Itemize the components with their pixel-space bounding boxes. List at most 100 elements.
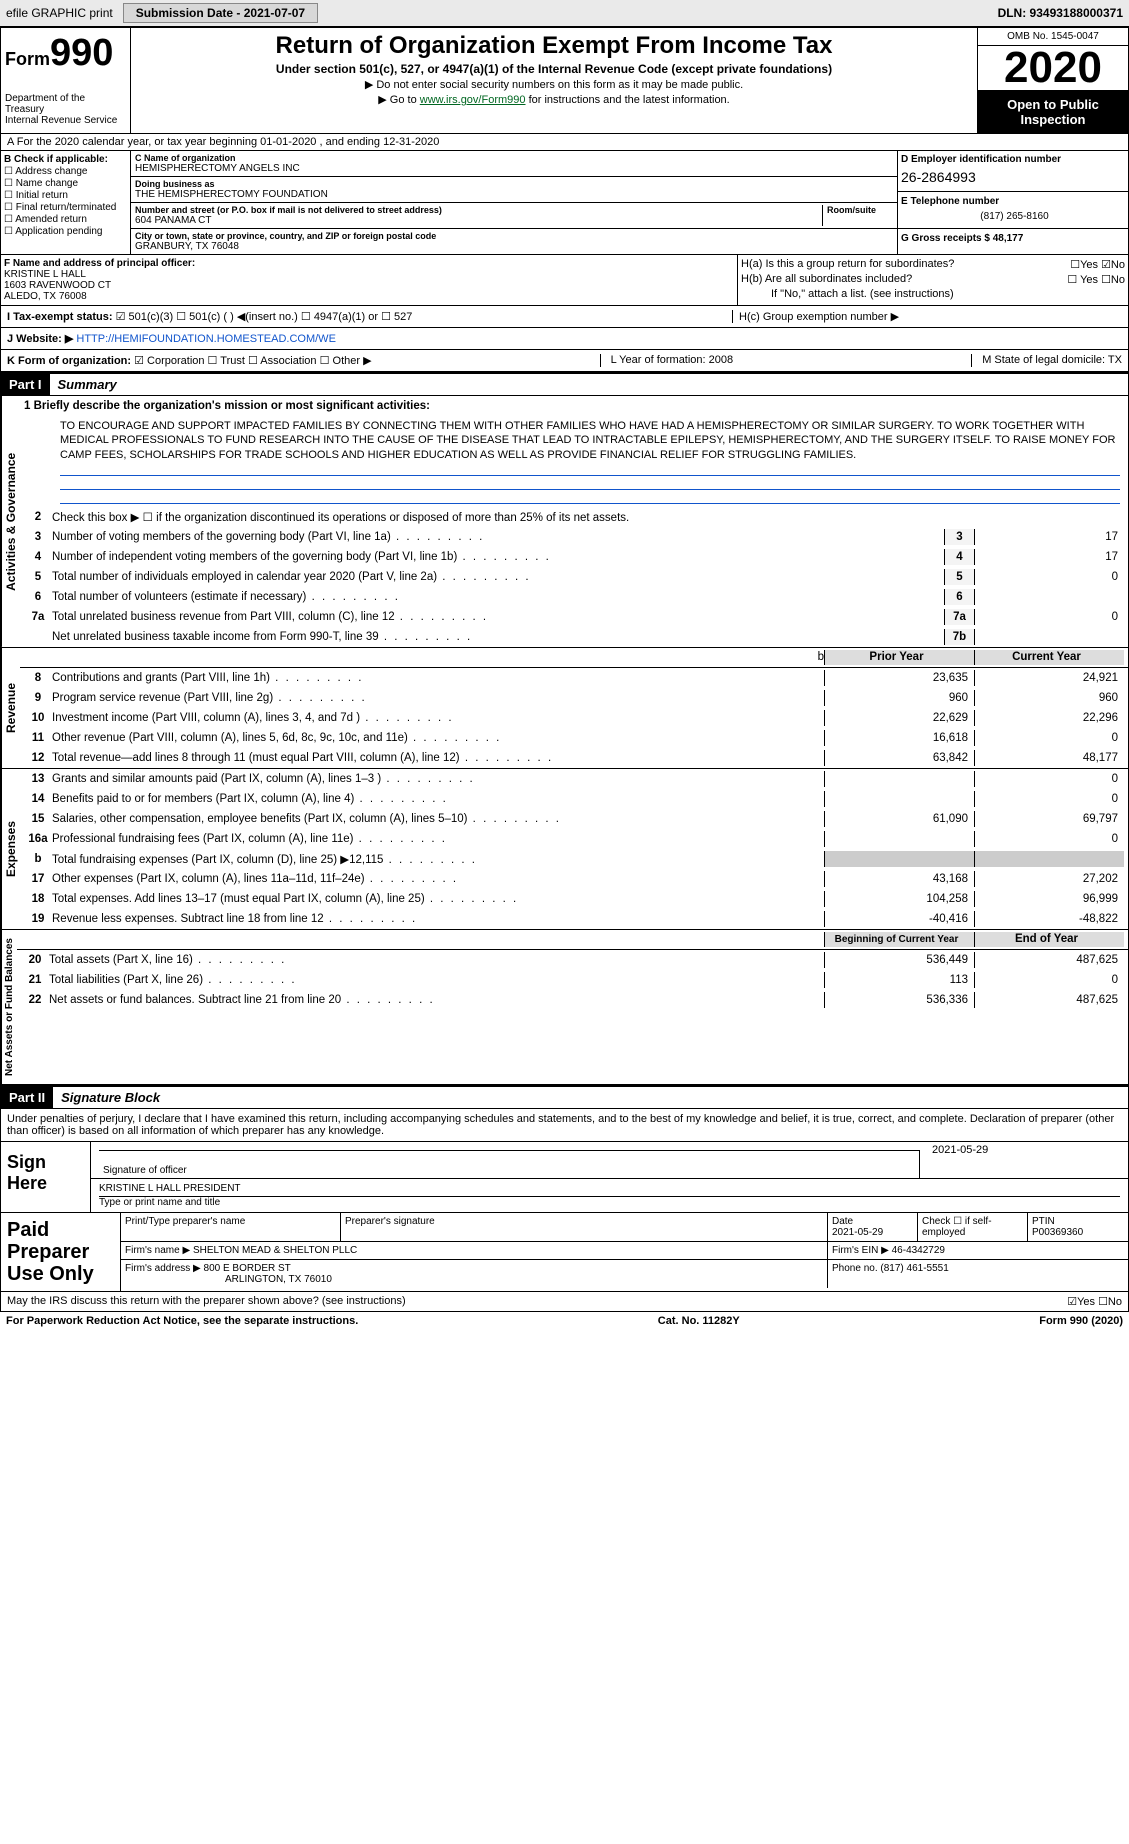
expenses-section: Expenses 13Grants and similar amounts pa…	[0, 768, 1129, 929]
hb-label: H(b) Are all subordinates included?	[741, 273, 912, 286]
header-right: OMB No. 1545-0047 2020 Open to Public In…	[978, 28, 1128, 133]
ein-value: 26-2864993	[901, 169, 1125, 185]
side-activities: Activities & Governance	[1, 396, 20, 647]
header-left: Form990 Department of the Treasury Inter…	[1, 28, 131, 133]
f-label: F Name and address of principal officer:	[4, 258, 734, 269]
prep-name-label: Print/Type preparer's name	[121, 1213, 341, 1241]
ein-label: D Employer identification number	[901, 154, 1125, 165]
gov-line: 4Number of independent voting members of…	[20, 547, 1128, 567]
open-public-badge: Open to Public Inspection	[978, 91, 1128, 133]
net-line: 21Total liabilities (Part X, line 26)113…	[17, 970, 1128, 990]
website-link[interactable]: HTTP://HEMIFOUNDATION.HOMESTEAD.COM/WE	[76, 333, 336, 345]
city-value: GRANBURY, TX 76048	[135, 241, 893, 252]
chk-final[interactable]: ☐ Final return/terminated	[4, 202, 127, 213]
k-options[interactable]: ☑ Corporation ☐ Trust ☐ Association ☐ Ot…	[134, 355, 371, 367]
hdr-beg: Beginning of Current Year	[824, 932, 974, 947]
declaration-text: Under penalties of perjury, I declare th…	[0, 1109, 1129, 1141]
form-header: Form990 Department of the Treasury Inter…	[0, 27, 1129, 134]
sign-here-label: Sign Here	[1, 1142, 91, 1212]
part-ii-title: Signature Block	[53, 1087, 168, 1108]
gov-line: 3Number of voting members of the governi…	[20, 527, 1128, 547]
prep-date: 2021-05-29	[832, 1227, 883, 1238]
gov-line: 7aTotal unrelated business revenue from …	[20, 607, 1128, 627]
rev-line: 10Investment income (Part VIII, column (…	[20, 708, 1128, 728]
rev-line: 9Program service revenue (Part VIII, lin…	[20, 688, 1128, 708]
form-subtitle: Under section 501(c), 527, or 4947(a)(1)…	[139, 62, 969, 76]
dba-value: THE HEMISPHERECTOMY FOUNDATION	[135, 189, 893, 200]
dba-label: Doing business as	[135, 179, 893, 189]
sig-date: 2021-05-29	[928, 1142, 1128, 1178]
form-word: Form	[5, 49, 50, 69]
revenue-section: Revenue b Prior Year Current Year 8Contr…	[0, 647, 1129, 768]
discuss-row: May the IRS discuss this return with the…	[0, 1292, 1129, 1312]
phone-value: (817) 265-8160	[901, 211, 1128, 222]
chk-amended[interactable]: ☐ Amended return	[4, 214, 127, 225]
net-assets-section: Net Assets or Fund Balances Beginning of…	[0, 929, 1129, 1085]
chk-pending[interactable]: ☐ Application pending	[4, 226, 127, 237]
ptin-label: PTIN	[1032, 1216, 1055, 1227]
c-name-label: C Name of organization	[135, 153, 893, 163]
chk-initial[interactable]: ☐ Initial return	[4, 190, 127, 201]
dept-label: Department of the Treasury	[5, 93, 126, 115]
prep-self[interactable]: Check ☐ if self-employed	[918, 1213, 1028, 1241]
discuss-label: May the IRS discuss this return with the…	[7, 1295, 406, 1308]
room-label: Room/suite	[823, 205, 893, 226]
section-bcd: B Check if applicable: ☐ Address change …	[0, 151, 1129, 254]
b-header: B Check if applicable:	[4, 154, 127, 165]
col-c-org: C Name of organization HEMISPHERECTOMY A…	[131, 151, 898, 254]
ptin-value: P00369360	[1032, 1227, 1083, 1238]
l-year: L Year of formation: 2008	[600, 354, 744, 367]
line1-label: 1 Briefly describe the organization's mi…	[20, 396, 1128, 416]
section-fh: F Name and address of principal officer:…	[0, 254, 1129, 306]
submission-date-button[interactable]: Submission Date - 2021-07-07	[123, 3, 318, 23]
row-i-status: I Tax-exempt status: ☑ 501(c)(3) ☐ 501(c…	[0, 306, 1129, 328]
part-i-num: Part I	[1, 374, 50, 395]
chk-address[interactable]: ☐ Address change	[4, 166, 127, 177]
tax-year: 2020	[978, 46, 1128, 91]
top-toolbar: efile GRAPHIC print Submission Date - 20…	[0, 0, 1129, 27]
firm-addr-label: Firm's address ▶	[125, 1263, 201, 1274]
hb-value[interactable]: ☐ Yes ☐No	[1067, 273, 1125, 286]
i-prefix: I Tax-exempt status:	[7, 311, 113, 323]
ha-value[interactable]: ☐Yes ☑No	[1070, 258, 1125, 271]
form-number: 990	[50, 32, 113, 74]
efile-label: efile GRAPHIC print	[6, 6, 113, 20]
col-h-group: H(a) Is this a group return for subordin…	[738, 255, 1128, 305]
firm-phone-label: Phone no.	[832, 1263, 878, 1274]
sign-here-block: Sign Here Signature of officer 2021-05-2…	[0, 1141, 1129, 1213]
gross-receipts: G Gross receipts $ 48,177	[901, 233, 1128, 244]
i-options[interactable]: ☑ 501(c)(3) ☐ 501(c) ( ) ◀(insert no.) ☐…	[116, 311, 413, 323]
rev-line: 8Contributions and grants (Part VIII, li…	[20, 668, 1128, 688]
gov-line: Net unrelated business taxable income fr…	[20, 627, 1128, 647]
exp-line: bTotal fundraising expenses (Part IX, co…	[20, 849, 1128, 869]
link-post: for instructions and the latest informat…	[526, 94, 730, 106]
sig-type-label: Type or print name and title	[99, 1197, 1120, 1208]
sig-officer-label: Signature of officer	[99, 1150, 920, 1178]
col-d: D Employer identification number 26-2864…	[898, 151, 1128, 254]
net-line: 20Total assets (Part X, line 16)536,4494…	[17, 950, 1128, 970]
line2-text: Check this box ▶ ☐ if the organization d…	[52, 510, 1124, 524]
footer-form: Form 990 (2020)	[1039, 1315, 1123, 1327]
chk-name[interactable]: ☐ Name change	[4, 178, 127, 189]
phone-label: E Telephone number	[901, 196, 1128, 207]
hdr-prior: Prior Year	[824, 650, 974, 665]
link-pre: ▶ Go to	[378, 94, 419, 106]
exp-line: 14Benefits paid to or for members (Part …	[20, 789, 1128, 809]
pra-notice: For Paperwork Reduction Act Notice, see …	[6, 1315, 358, 1327]
m-state: M State of legal domicile: TX	[971, 354, 1122, 367]
officer-addr1: 1603 RAVENWOOD CT	[4, 280, 734, 291]
irs-link[interactable]: www.irs.gov/Form990	[420, 94, 526, 106]
row-j-website: J Website: ▶ HTTP://HEMIFOUNDATION.HOMES…	[0, 328, 1129, 350]
firm-addr: 800 E BORDER ST	[204, 1263, 291, 1274]
header-mid: Return of Organization Exempt From Incom…	[131, 28, 978, 133]
sig-name: KRISTINE L HALL PRESIDENT	[99, 1183, 1120, 1197]
row-a-period: A For the 2020 calendar year, or tax yea…	[0, 134, 1129, 151]
part-ii-num: Part II	[1, 1087, 53, 1108]
link-note: ▶ Go to www.irs.gov/Form990 for instruct…	[139, 93, 969, 106]
discuss-value[interactable]: ☑Yes ☐No	[1067, 1295, 1122, 1308]
officer-name: KRISTINE L HALL	[4, 269, 734, 280]
street-label: Number and street (or P.O. box if mail i…	[135, 205, 818, 215]
prep-sig-label: Preparer's signature	[341, 1213, 828, 1241]
part-i-header: Part I Summary	[0, 372, 1129, 396]
firm-ein: 46-4342729	[892, 1245, 945, 1256]
